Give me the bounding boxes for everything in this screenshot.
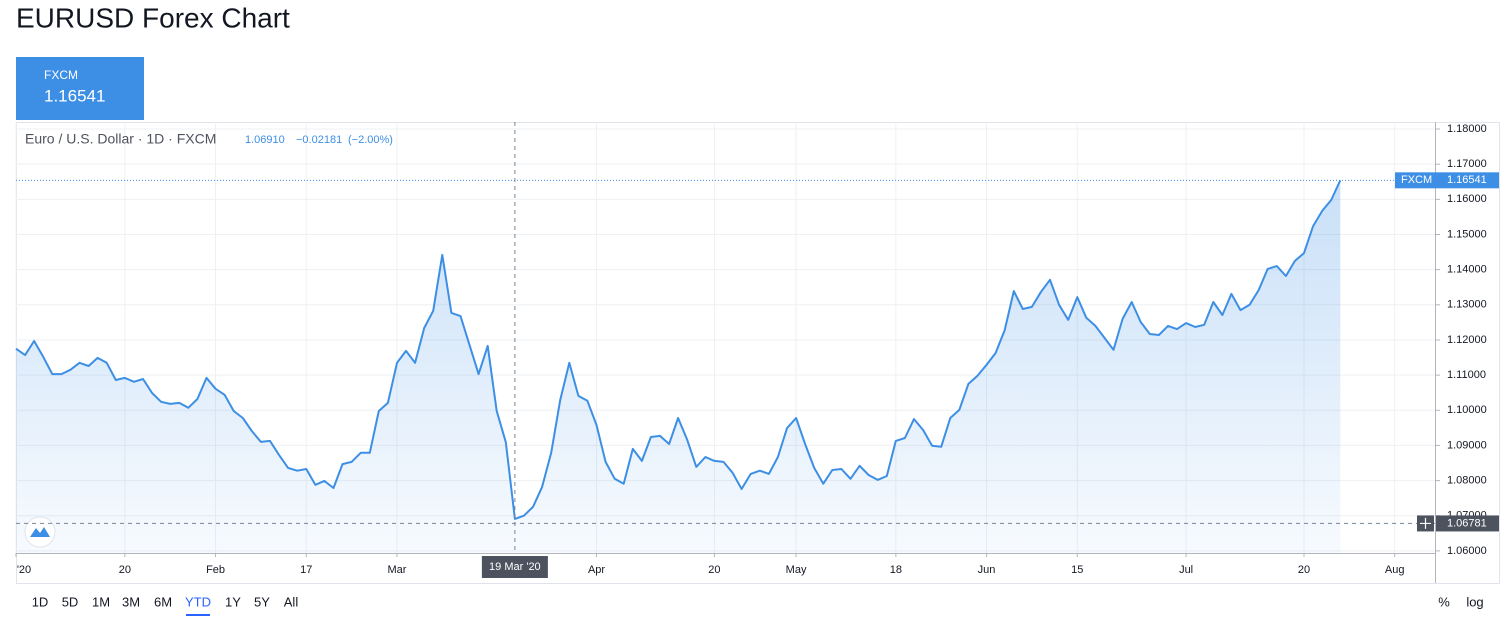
range-button[interactable]: 1Y xyxy=(225,594,241,609)
range-button[interactable]: YTD xyxy=(185,594,211,609)
area xyxy=(16,180,1341,554)
y-tick-label: 1.08000 xyxy=(1447,474,1487,486)
range-button[interactable]: 1D xyxy=(32,594,49,609)
crosshair-date-label: 19 Mar '20 xyxy=(489,561,541,573)
y-tick-label: 1.06000 xyxy=(1447,545,1487,557)
y-tick-label: 1.13000 xyxy=(1447,299,1487,311)
x-tick-label: 17 xyxy=(300,564,312,576)
x-tick-label: 20 xyxy=(119,564,131,576)
x-tick-label: May xyxy=(786,564,807,576)
symbol-tab[interactable] xyxy=(16,57,144,120)
x-tick-label: Jul xyxy=(1179,564,1193,576)
last-price-badge xyxy=(1395,172,1499,189)
logo-mark xyxy=(30,527,50,537)
legend-change: −0.02181 xyxy=(296,134,342,146)
y-tick-label: 1.11000 xyxy=(1447,369,1486,381)
y-tick-label: 1.18000 xyxy=(1447,123,1487,135)
last-price-label: 1.16541 xyxy=(1447,174,1487,186)
y-tick-label: 1.17000 xyxy=(1447,158,1487,170)
x-tick-label: Mar xyxy=(387,564,406,576)
crosshair-plus xyxy=(1420,517,1431,529)
plot xyxy=(15,122,1435,554)
logo xyxy=(24,516,56,548)
y-tick-label: 1.09000 xyxy=(1447,439,1487,451)
x-tick-label: Feb xyxy=(206,564,225,576)
range-button[interactable]: 1M xyxy=(92,594,110,609)
legend-symbol: Euro / U.S. Dollar · 1D · FXCM xyxy=(25,131,216,147)
tab-price: 1.16541 xyxy=(44,86,105,105)
range-button[interactable]: All xyxy=(284,594,299,609)
range-button[interactable]: 3M xyxy=(122,594,140,609)
legend-close: 1.06910 xyxy=(245,134,285,146)
y-tick-label: 1.10000 xyxy=(1447,404,1487,416)
last-price-name: FXCM xyxy=(1401,174,1432,186)
y-tick-label: 1.15000 xyxy=(1447,228,1487,240)
x-tick-label: '20 xyxy=(17,564,31,576)
y-tick-label: 1.12000 xyxy=(1447,334,1487,346)
tab-name: FXCM xyxy=(44,68,78,82)
range-button[interactable]: 5D xyxy=(62,594,79,609)
y-tick-label: 1.16000 xyxy=(1447,193,1487,205)
x-tick-label: Apr xyxy=(588,564,605,576)
crosshair-price-badge xyxy=(1436,515,1499,532)
line xyxy=(15,179,1342,520)
page-title: EURUSD Forex Chart xyxy=(16,2,290,33)
crosshair-price-label: 1.06781 xyxy=(1447,517,1487,529)
x-tick-label: 18 xyxy=(890,564,902,576)
range-button[interactable]: 5Y xyxy=(254,594,270,609)
scale-option[interactable]: log xyxy=(1466,594,1483,609)
x-tick-label: 20 xyxy=(1298,564,1310,576)
crosshair-date-badge xyxy=(481,556,548,578)
y-tick-label: 1.14000 xyxy=(1447,264,1487,276)
scale-option[interactable]: % xyxy=(1438,594,1450,609)
x-tick-label: 20 xyxy=(708,564,720,576)
x-tick-label: Jun xyxy=(978,564,996,576)
x-tick-label: Aug xyxy=(1385,564,1405,576)
range-button[interactable]: 6M xyxy=(154,594,172,609)
x-tick-label: 15 xyxy=(1071,564,1083,576)
legend-change-pct: (−2.00%) xyxy=(348,134,393,146)
